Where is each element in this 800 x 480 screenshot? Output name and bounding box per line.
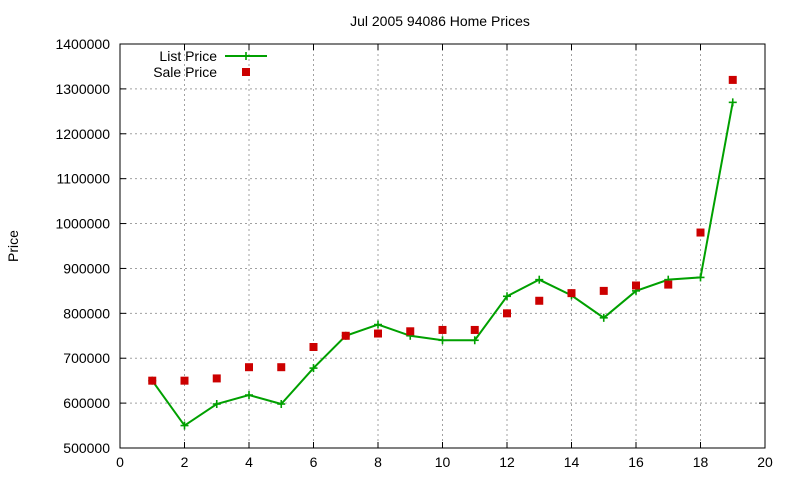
sale-price-point [535,296,544,305]
legend-square-swatch [242,68,250,76]
x-tick-label: 10 [435,454,451,470]
legend-label: List Price [159,48,217,64]
list-price-point [309,364,318,373]
x-tick-label: 2 [181,454,189,470]
sale-price-point [696,228,705,237]
list-price-point [438,336,447,345]
sale-price-point [728,75,737,84]
list-price-point [535,275,544,284]
sale-price-point [277,363,286,372]
list-price-point [503,292,511,301]
x-tick-label: 4 [245,454,253,470]
sale-price-point [148,376,157,385]
sale-price-point [438,325,447,334]
x-tick-label: 18 [693,454,709,470]
list-price-point [374,320,382,329]
legend-item: Sale Price [153,64,250,80]
list-price-point [728,98,737,107]
sale-price-point [245,363,253,372]
sale-price-point [567,289,576,298]
y-tick-label: 1000000 [55,216,110,232]
sale-price-point [632,281,640,290]
legend-cross-swatch [242,52,250,60]
sale-price-point [309,343,318,351]
sale-price-point [212,374,221,383]
chart-title: Jul 2005 94086 Home Prices [350,13,530,29]
y-tick-label: 1200000 [55,126,110,142]
axis-ticks: 0 2 4 6 8 10 12 14 16 18 20 500000 600000 700000 80000… [55,36,773,470]
grid-lines [120,44,765,448]
series-layer [148,75,737,430]
y-tick-label: 900000 [63,260,110,276]
y-tick-label: 1300000 [55,81,110,97]
sale-price-point [406,327,415,336]
y-tick-label: 1100000 [57,171,111,187]
y-tick-label: 700000 [63,350,110,366]
list-price-point [470,336,479,345]
sale-price-point [503,309,511,318]
sale-price-point [341,331,350,340]
sale-price-point [599,286,608,295]
x-tick-label: 0 [116,454,124,470]
x-tick-label: 8 [374,454,382,470]
series-sale-price [148,75,737,385]
y-axis-label: Price [5,230,21,262]
sale-price-point [470,325,479,334]
sale-price-point [180,376,189,385]
legend-label: Sale Price [153,64,217,80]
list-price-point [180,421,189,430]
y-tick-label: 600000 [63,395,110,411]
x-tick-label: 20 [757,454,773,470]
list-price-point [212,400,221,409]
y-tick-label: 500000 [63,440,110,456]
list-price-point [696,273,705,282]
x-tick-label: 6 [310,454,318,470]
y-tick-label: 1400000 [55,36,110,52]
legend-item: List Price [159,48,267,64]
list-price-point [277,400,286,409]
y-tick-label: 800000 [63,305,110,321]
sale-price-point [664,280,673,289]
list-price-point [599,313,608,322]
plot-frame [119,43,766,449]
x-tick-label: 14 [564,454,580,470]
sale-price-point [374,329,382,338]
x-tick-label: 16 [628,454,644,470]
list-price-point [245,391,253,400]
x-tick-label: 12 [499,454,515,470]
